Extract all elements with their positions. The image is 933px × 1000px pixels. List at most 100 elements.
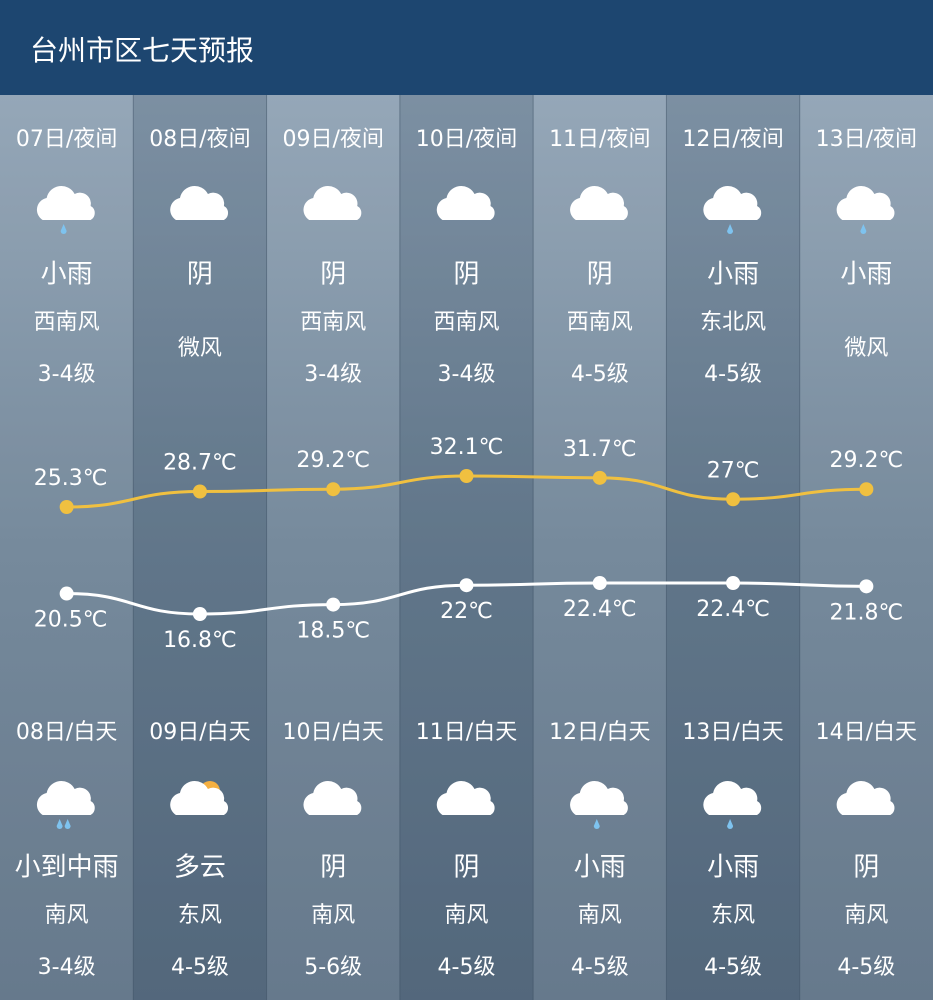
weather-icon bbox=[303, 185, 362, 220]
low-point bbox=[459, 578, 474, 593]
weather-label: 小雨 bbox=[707, 260, 759, 290]
wind-direction: 南风 bbox=[444, 903, 488, 928]
wind-direction: 东风 bbox=[178, 903, 222, 928]
cloud bbox=[836, 185, 895, 220]
low-point bbox=[326, 597, 341, 612]
column-bg bbox=[266, 95, 400, 1000]
wind-direction: 微风 bbox=[178, 336, 222, 361]
high-point bbox=[859, 482, 874, 497]
weather-label: 阴 bbox=[320, 260, 346, 290]
low-point bbox=[859, 579, 874, 594]
high-label: 32.1℃ bbox=[430, 435, 504, 460]
wind-direction: 南风 bbox=[45, 903, 89, 928]
low-label: 21.8℃ bbox=[830, 600, 904, 625]
weather-icon bbox=[570, 780, 628, 829]
date-label: 08日/夜间 bbox=[149, 127, 250, 152]
wind-level: 3-4级 bbox=[38, 955, 96, 980]
wind-level: 4-5级 bbox=[704, 362, 762, 387]
wind-direction: 西南风 bbox=[433, 310, 499, 335]
weather-icon bbox=[36, 780, 95, 829]
weather-icon bbox=[170, 780, 229, 815]
cloud bbox=[570, 780, 628, 815]
cloud bbox=[570, 185, 628, 220]
rain-drop bbox=[60, 224, 67, 234]
high-label: 27℃ bbox=[707, 458, 760, 483]
wind-level: 3-4级 bbox=[304, 362, 362, 387]
wind-level: 5-6级 bbox=[304, 955, 362, 980]
wind-direction: 南风 bbox=[311, 903, 355, 928]
low-label: 16.8℃ bbox=[163, 628, 237, 653]
weather-icon bbox=[570, 185, 628, 220]
weather-label: 小到中雨 bbox=[15, 853, 119, 883]
rain-drop bbox=[727, 819, 734, 829]
weather-label: 多云 bbox=[174, 853, 226, 883]
cloud bbox=[436, 185, 495, 220]
rain-drop bbox=[593, 819, 600, 829]
low-label: 22.4℃ bbox=[563, 597, 637, 622]
header-bar bbox=[0, 0, 933, 95]
wind-level: 4-5级 bbox=[837, 955, 895, 980]
weather-label: 小雨 bbox=[707, 853, 759, 883]
date-label: 12日/夜间 bbox=[682, 127, 783, 152]
low-label: 22℃ bbox=[440, 599, 493, 624]
cloud bbox=[703, 185, 762, 220]
column-bg bbox=[0, 95, 134, 1000]
date-label: 11日/夜间 bbox=[549, 127, 650, 152]
wind-level: 4-5级 bbox=[704, 955, 762, 980]
title: 台州市区七天预报 bbox=[30, 34, 254, 67]
weather-icon bbox=[836, 780, 895, 815]
weather-icon bbox=[703, 185, 762, 234]
high-label: 28.7℃ bbox=[163, 451, 237, 476]
date-label: 12日/白天 bbox=[549, 720, 650, 745]
weather-label: 小雨 bbox=[840, 260, 892, 290]
weather-label: 阴 bbox=[320, 853, 346, 883]
high-point bbox=[726, 492, 741, 507]
low-point bbox=[59, 586, 74, 601]
date-label: 07日/夜间 bbox=[16, 127, 117, 152]
rain-drop bbox=[56, 819, 63, 829]
wind-direction: 南风 bbox=[844, 903, 888, 928]
weather-label: 阴 bbox=[453, 260, 479, 290]
weather-label: 小雨 bbox=[574, 853, 626, 883]
date-label: 10日/白天 bbox=[283, 720, 384, 745]
low-label: 18.5℃ bbox=[296, 619, 370, 644]
weather-icon bbox=[836, 185, 895, 234]
cloud bbox=[36, 780, 95, 815]
column-bg bbox=[399, 95, 534, 1000]
weather-icon bbox=[436, 185, 495, 220]
high-label: 25.3℃ bbox=[34, 466, 108, 491]
weather-icon bbox=[36, 185, 95, 234]
rain-drop bbox=[860, 224, 867, 234]
wind-level: 4-5级 bbox=[438, 955, 496, 980]
wind-direction: 西南风 bbox=[300, 310, 366, 335]
wind-level: 3-4级 bbox=[38, 362, 96, 387]
column-bg bbox=[133, 95, 267, 1000]
date-label: 14日/白天 bbox=[816, 720, 917, 745]
weather-icon bbox=[170, 185, 229, 220]
low-label: 20.5℃ bbox=[34, 608, 108, 633]
date-label: 09日/夜间 bbox=[283, 127, 384, 152]
date-label: 13日/白天 bbox=[682, 720, 783, 745]
wind-direction: 东北风 bbox=[700, 310, 766, 335]
cloud bbox=[303, 185, 362, 220]
wind-direction: 南风 bbox=[578, 903, 622, 928]
date-label: 08日/白天 bbox=[16, 720, 117, 745]
cloud bbox=[703, 780, 762, 815]
cloud bbox=[170, 185, 229, 220]
low-label: 22.4℃ bbox=[696, 597, 770, 622]
cloud bbox=[836, 780, 895, 815]
column-bg bbox=[533, 95, 667, 1000]
weather-label: 阴 bbox=[187, 260, 213, 290]
wind-direction: 西南风 bbox=[567, 310, 633, 335]
high-point bbox=[59, 500, 74, 514]
weather-label: 阴 bbox=[587, 260, 613, 290]
date-label: 13日/夜间 bbox=[816, 127, 917, 152]
high-label: 29.2℃ bbox=[296, 448, 370, 473]
cloud bbox=[436, 780, 495, 815]
low-point bbox=[592, 576, 607, 590]
high-point bbox=[326, 482, 341, 497]
date-label: 11日/白天 bbox=[416, 720, 517, 745]
weather-label: 小雨 bbox=[41, 260, 93, 290]
background bbox=[0, 95, 933, 1000]
